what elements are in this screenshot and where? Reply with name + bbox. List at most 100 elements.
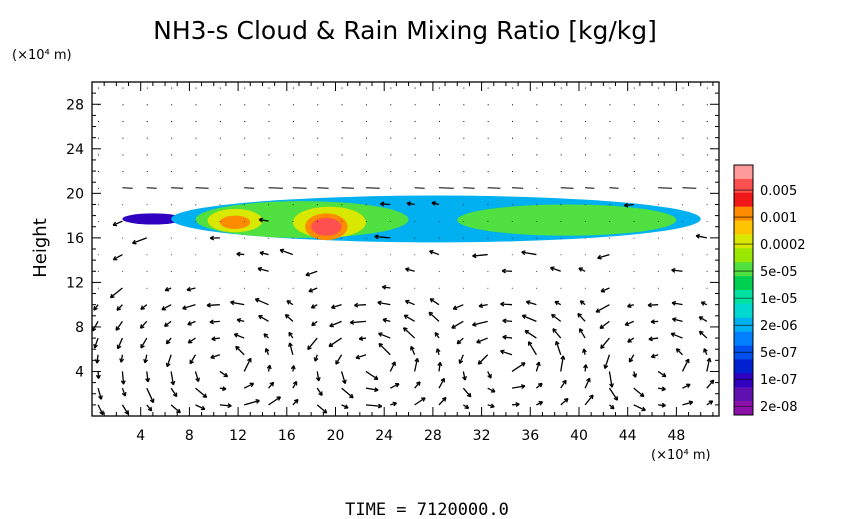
wind-vector — [268, 187, 283, 189]
wind-vector — [182, 304, 196, 310]
wind-vector — [463, 137, 465, 139]
wind-vector — [117, 337, 124, 349]
colorbar-swatch — [734, 206, 753, 221]
wind-vector — [405, 268, 415, 272]
wind-vector — [706, 137, 708, 139]
x-tick-label: 8 — [185, 428, 194, 444]
wind-vector — [335, 354, 343, 365]
wind-vector — [429, 298, 435, 303]
wind-vector — [434, 332, 440, 337]
wind-vector — [657, 370, 667, 378]
wind-vector — [462, 371, 466, 381]
wind-vector — [682, 237, 684, 239]
wind-vector — [122, 137, 124, 139]
chart-title: NH3-s Cloud & Rain Mixing Ratio [kg/kg] — [153, 16, 657, 45]
wind-vector — [511, 254, 513, 256]
wind-vector — [292, 154, 294, 156]
wind-vector — [600, 287, 610, 293]
wind-vector — [292, 87, 294, 89]
wind-vector — [585, 104, 587, 106]
wind-vector — [463, 104, 465, 106]
wind-vector — [608, 371, 613, 388]
wind-vector — [307, 337, 318, 350]
wind-vector — [512, 87, 514, 89]
wind-vector — [405, 267, 410, 273]
wind-vector — [328, 337, 342, 347]
wind-vector — [512, 171, 514, 173]
wind-vector — [146, 387, 155, 403]
wind-vector — [404, 299, 410, 305]
wind-vector — [628, 357, 634, 363]
wind-vector — [234, 333, 245, 339]
wind-vector — [658, 104, 660, 106]
wind-vector — [258, 314, 263, 320]
wind-vector — [627, 338, 632, 343]
wind-vector — [487, 171, 489, 173]
wind-vector — [268, 154, 270, 156]
wind-vector — [536, 120, 538, 122]
wind-vector — [219, 137, 221, 139]
wind-vector — [609, 237, 611, 239]
wind-vector — [502, 336, 513, 339]
wind-vector — [435, 348, 441, 353]
colorbar-swatch — [734, 248, 753, 263]
wind-vector — [438, 378, 445, 389]
wind-vector — [365, 404, 382, 408]
wind-vector — [628, 354, 635, 363]
wind-vector — [377, 300, 382, 306]
wind-vector — [633, 387, 645, 398]
wind-vector — [390, 137, 392, 139]
wind-vector — [170, 404, 181, 414]
wind-vector — [647, 302, 652, 308]
wind-vector — [551, 313, 556, 319]
colorbar-swatch — [734, 373, 753, 388]
wind-vector — [706, 254, 708, 256]
wind-vector — [453, 304, 464, 310]
wind-vector — [286, 300, 292, 305]
wind-vector — [560, 204, 562, 206]
wind-vector — [170, 270, 172, 273]
wind-vector — [341, 287, 343, 289]
wind-vector — [171, 171, 173, 173]
wind-vector — [268, 237, 270, 239]
y-axis-ticks: 4 8 12 16 20 24 28 — [66, 92, 719, 406]
wind-vector — [650, 353, 656, 359]
wind-vector — [429, 249, 434, 255]
wind-vector — [170, 204, 172, 206]
wind-vector — [438, 120, 440, 122]
wind-vector — [560, 355, 564, 372]
wind-vector — [487, 137, 489, 139]
x-tick-label: 36 — [521, 428, 539, 444]
wind-vector — [500, 303, 513, 306]
x-tick-label: 44 — [619, 428, 637, 444]
wind-vector — [706, 270, 708, 273]
wind-vector — [341, 154, 343, 156]
wind-vector — [462, 387, 472, 398]
wind-vector — [414, 187, 425, 189]
wind-vector — [390, 171, 392, 173]
wind-vector — [472, 320, 488, 326]
wind-vector — [259, 218, 269, 222]
wind-vector — [462, 237, 465, 239]
wind-vector — [112, 221, 118, 227]
wind-vector — [550, 266, 555, 272]
wind-vector — [521, 314, 527, 320]
wind-vector — [552, 328, 557, 333]
wind-vector — [122, 237, 124, 239]
wind-vector — [317, 187, 329, 189]
wind-vector — [209, 319, 214, 325]
wind-vector — [230, 301, 245, 306]
x-tick-label: 20 — [327, 428, 345, 444]
wind-vector — [263, 333, 269, 338]
wind-vector — [487, 287, 489, 289]
wind-vector — [341, 171, 343, 173]
wind-vector — [463, 154, 465, 156]
wind-vector — [189, 359, 194, 365]
wind-vector — [305, 271, 310, 277]
wind-vector — [463, 120, 465, 122]
wind-vector — [219, 171, 221, 173]
wind-vector — [657, 220, 659, 223]
wind-vector — [170, 220, 172, 223]
wind-vector — [585, 120, 587, 122]
wind-vector — [706, 358, 711, 372]
